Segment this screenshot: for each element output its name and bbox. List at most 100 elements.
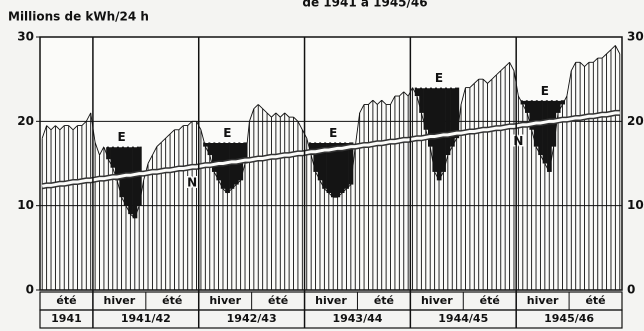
restriction-area <box>454 87 460 139</box>
year-label: 1943/44 <box>332 312 382 325</box>
e-label: E <box>435 71 443 85</box>
bar-top <box>566 70 572 97</box>
bar-top <box>284 112 290 118</box>
bar-top <box>482 78 488 84</box>
season-label: hiver <box>421 294 453 307</box>
bar-top <box>491 74 497 80</box>
restriction-area <box>423 87 429 130</box>
y-tick-label: 0 <box>26 283 34 297</box>
y-tick-label-right: 0 <box>627 283 635 297</box>
year-label: 1941 <box>51 312 82 325</box>
bar-top <box>50 125 56 131</box>
year-label: 1942/43 <box>227 312 277 325</box>
bar-top <box>381 99 387 105</box>
bar-top <box>473 78 480 84</box>
restriction-area <box>529 100 535 130</box>
restriction-area <box>428 87 433 147</box>
year-label: 1945/46 <box>544 312 594 325</box>
restriction-area <box>560 100 565 105</box>
restriction-area <box>331 142 336 198</box>
restriction-area <box>322 142 327 189</box>
restriction-area <box>441 87 446 172</box>
season-label: hiver <box>527 294 559 307</box>
bar-top <box>460 87 466 105</box>
restriction-area <box>229 142 235 189</box>
bar-top <box>85 112 92 122</box>
bar-top <box>297 121 303 130</box>
bar-top <box>41 125 48 139</box>
restriction-area <box>525 100 530 113</box>
bar-top <box>610 45 616 50</box>
restriction-area <box>547 100 552 172</box>
season-label: été <box>162 294 182 307</box>
bar-top <box>253 104 259 110</box>
year-label: 1944/45 <box>438 312 488 325</box>
year-row <box>39 309 623 329</box>
bar-top <box>46 125 52 131</box>
season-label: hiver <box>315 294 347 307</box>
bar-top <box>187 121 193 126</box>
restriction-area <box>335 142 341 198</box>
bar-top <box>257 104 263 110</box>
restriction-area <box>339 142 345 194</box>
bar-top <box>376 99 383 105</box>
bar-top <box>403 91 409 97</box>
y-tick-label-right: 20 <box>627 114 644 128</box>
restriction-area <box>114 146 120 181</box>
restriction-area <box>542 100 548 164</box>
n-line <box>41 111 620 188</box>
bar-top <box>509 62 515 71</box>
restriction-area <box>211 142 217 172</box>
bar-top <box>500 66 506 72</box>
bar-top <box>160 137 166 143</box>
bar-top <box>169 129 175 135</box>
year-label: 1941/42 <box>121 312 171 325</box>
bar-top <box>55 125 61 131</box>
y-tick-label: 20 <box>17 114 34 128</box>
restriction-area <box>128 146 133 215</box>
season-label: été <box>374 294 394 307</box>
restriction-area <box>132 146 138 219</box>
bar-top <box>606 49 612 55</box>
bar-top <box>68 125 74 131</box>
season-label: été <box>585 294 605 307</box>
y-tick-label: 30 <box>17 30 34 44</box>
bar-top <box>293 116 299 122</box>
y-tick-label-right: 30 <box>627 30 644 44</box>
bar-top <box>399 91 405 97</box>
restriction-area <box>419 87 424 113</box>
bar-top <box>165 133 171 139</box>
restriction-area <box>242 142 248 164</box>
bar-top <box>59 125 65 131</box>
bar-top <box>279 112 286 118</box>
season-label: été <box>268 294 288 307</box>
season-label: hiver <box>209 294 241 307</box>
bar-top <box>390 95 396 105</box>
bar-top <box>579 61 585 67</box>
bar-top <box>368 99 374 105</box>
bar-top <box>249 108 255 122</box>
e-label: E <box>117 130 125 144</box>
restriction-area <box>414 87 420 97</box>
bar-top <box>496 70 502 76</box>
e-label: E <box>329 126 337 140</box>
bar-top <box>271 112 277 118</box>
y-tick-label-right: 10 <box>627 198 644 212</box>
e-label: E <box>223 126 231 140</box>
bar-top <box>99 146 105 156</box>
n-label: N <box>187 175 197 189</box>
bar-top <box>570 62 577 71</box>
restriction-area <box>203 142 208 147</box>
chart-title: de 1941 à 1945/46 <box>302 0 427 10</box>
bar-top <box>584 61 590 67</box>
restriction-area <box>445 87 451 156</box>
restriction-area <box>520 100 526 105</box>
restriction-area <box>538 100 543 156</box>
e-label: E <box>541 84 549 98</box>
bar-top <box>152 146 158 156</box>
bar-top <box>601 53 607 59</box>
y-tick-label: 10 <box>17 198 34 212</box>
bar-top <box>147 154 153 164</box>
restriction-area <box>225 142 230 194</box>
